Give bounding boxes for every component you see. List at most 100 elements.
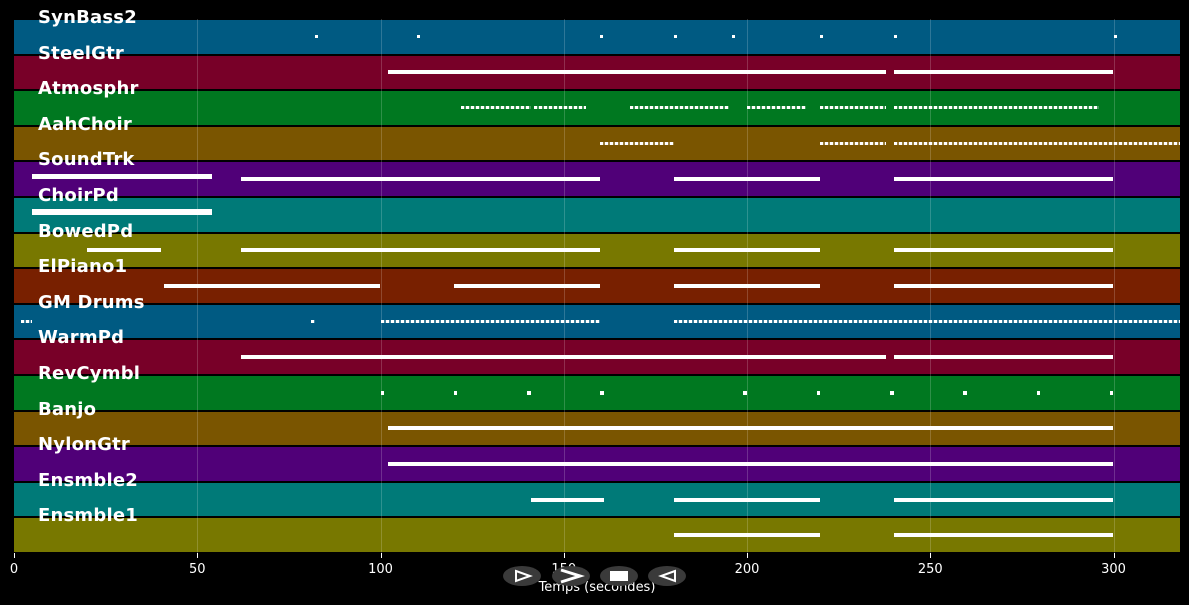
track-label: Ensmble2 <box>38 469 138 491</box>
note-bar <box>963 390 967 395</box>
note-bar <box>820 34 824 38</box>
x-tick-label: 250 <box>917 562 943 577</box>
note-bar <box>21 319 33 323</box>
note-bar <box>889 390 894 395</box>
track-lane <box>14 19 1180 55</box>
note-bar <box>673 497 821 502</box>
piano-roll <box>14 19 1180 553</box>
note-bar <box>820 141 887 145</box>
note-bar <box>673 284 821 288</box>
note-bar <box>380 390 385 395</box>
note-bar <box>673 177 821 182</box>
x-tick-label: 200 <box>734 562 760 577</box>
grid-line <box>1113 19 1115 553</box>
track-label: AahChoir <box>38 113 132 135</box>
note-bar <box>1113 34 1117 38</box>
note-bar <box>310 319 315 323</box>
note-bar <box>673 34 677 38</box>
x-tick-label: 50 <box>188 562 206 577</box>
note-bar <box>387 426 1114 431</box>
play-button[interactable] <box>503 566 541 586</box>
note-bar <box>164 284 381 288</box>
note-bar <box>629 106 729 109</box>
note-bar <box>893 106 1099 109</box>
note-bar <box>453 284 601 288</box>
note-bar <box>673 355 887 360</box>
note-bar <box>816 390 821 395</box>
track-lane <box>14 375 1180 411</box>
track-label: Atmosphr <box>38 78 139 100</box>
note-bar <box>241 355 674 360</box>
track-label: RevCymbl <box>38 363 141 384</box>
track-label: ChoirPd <box>38 185 119 206</box>
track-label: BowedPd <box>38 220 134 242</box>
note-bar <box>314 34 318 38</box>
grid-line <box>563 19 565 553</box>
track-label: Ensmble1 <box>38 505 138 527</box>
x-tick-label: 0 <box>9 562 19 577</box>
chevron-right-icon <box>560 568 585 584</box>
x-tick-mark <box>14 553 15 558</box>
grid-line <box>747 19 748 553</box>
note-bar <box>32 209 212 215</box>
note-bar <box>893 533 1114 538</box>
note-bar <box>1036 390 1041 395</box>
note-bar <box>747 106 806 109</box>
grid-line <box>930 19 932 553</box>
note-bar <box>87 248 161 253</box>
note-bar <box>600 390 605 395</box>
previous-button[interactable] <box>648 566 686 586</box>
note-bar <box>241 177 601 182</box>
note-bar <box>732 34 736 38</box>
note-bar <box>387 462 1114 466</box>
x-tick-mark <box>563 553 565 558</box>
note-bar <box>673 533 821 538</box>
grid-line <box>197 19 199 553</box>
x-tick-mark <box>197 553 199 558</box>
note-bar <box>673 70 887 75</box>
note-bar <box>32 174 212 180</box>
note-bar <box>820 106 887 109</box>
note-bar <box>530 497 605 502</box>
note-bar <box>893 248 1114 253</box>
note-bar <box>893 355 1114 360</box>
track-label: NylonGtr <box>38 434 131 456</box>
note-bar <box>673 319 1114 323</box>
x-tick-mark <box>380 553 382 558</box>
stop-button[interactable] <box>600 566 638 586</box>
track-label: SynBass2 <box>38 7 137 28</box>
note-bar <box>743 390 747 395</box>
note-bar <box>461 106 531 109</box>
track-label: ElPiano1 <box>38 256 128 278</box>
track-label: SteelGtr <box>38 42 125 64</box>
note-bar <box>380 319 601 323</box>
note-bar <box>417 34 421 38</box>
note-bar <box>1109 390 1114 395</box>
track-label: WarmPd <box>38 327 125 349</box>
note-bar <box>453 390 458 395</box>
x-tick-label: 300 <box>1101 562 1126 577</box>
note-bar <box>893 34 897 38</box>
track-label: SoundTrk <box>38 149 135 171</box>
note-bar <box>527 390 531 395</box>
x-tick-mark <box>1113 553 1115 558</box>
grid-line <box>380 19 382 553</box>
note-bar <box>893 70 1114 75</box>
play-reverse-outline-icon <box>658 569 676 583</box>
stop-icon <box>610 571 628 581</box>
track-label: Banjo <box>38 398 97 420</box>
next-button[interactable] <box>552 566 590 586</box>
note-bar <box>673 248 821 253</box>
note-bar <box>1113 319 1180 323</box>
note-bar <box>600 34 604 38</box>
note-bar <box>534 106 586 109</box>
note-bar <box>600 141 674 145</box>
note-bar <box>893 177 1114 182</box>
note-bar <box>241 248 601 253</box>
x-tick-label: 100 <box>368 562 393 577</box>
play-outline-icon <box>515 569 533 583</box>
note-bar <box>387 70 674 75</box>
track-label: GM Drums <box>38 291 145 313</box>
note-bar <box>893 284 1114 288</box>
note-bar <box>893 497 1114 502</box>
